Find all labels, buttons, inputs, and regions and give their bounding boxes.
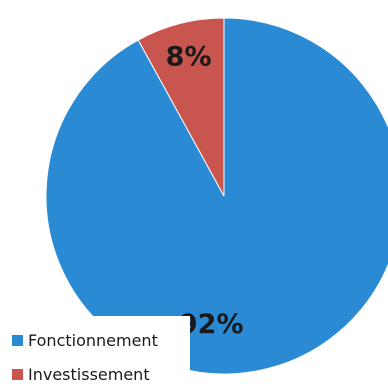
legend-background <box>0 316 190 384</box>
legend-label-fonctionnement: Fonctionnement <box>28 331 158 350</box>
legend-item-investissement: Investissement <box>12 365 150 384</box>
legend-swatch-fonctionnement <box>12 335 23 346</box>
pie-slice-fonctionnement <box>45 17 388 375</box>
pie-slice-label-investissement: 8% <box>166 42 212 73</box>
legend-label-investissement: Investissement <box>28 365 150 384</box>
pie-slices <box>45 17 388 375</box>
pie-slice-investissement <box>137 17 225 197</box>
legend: Fonctionnement Investissement <box>12 331 158 384</box>
legend-swatch-investissement <box>12 369 23 380</box>
legend-item-fonctionnement: Fonctionnement <box>12 331 158 350</box>
